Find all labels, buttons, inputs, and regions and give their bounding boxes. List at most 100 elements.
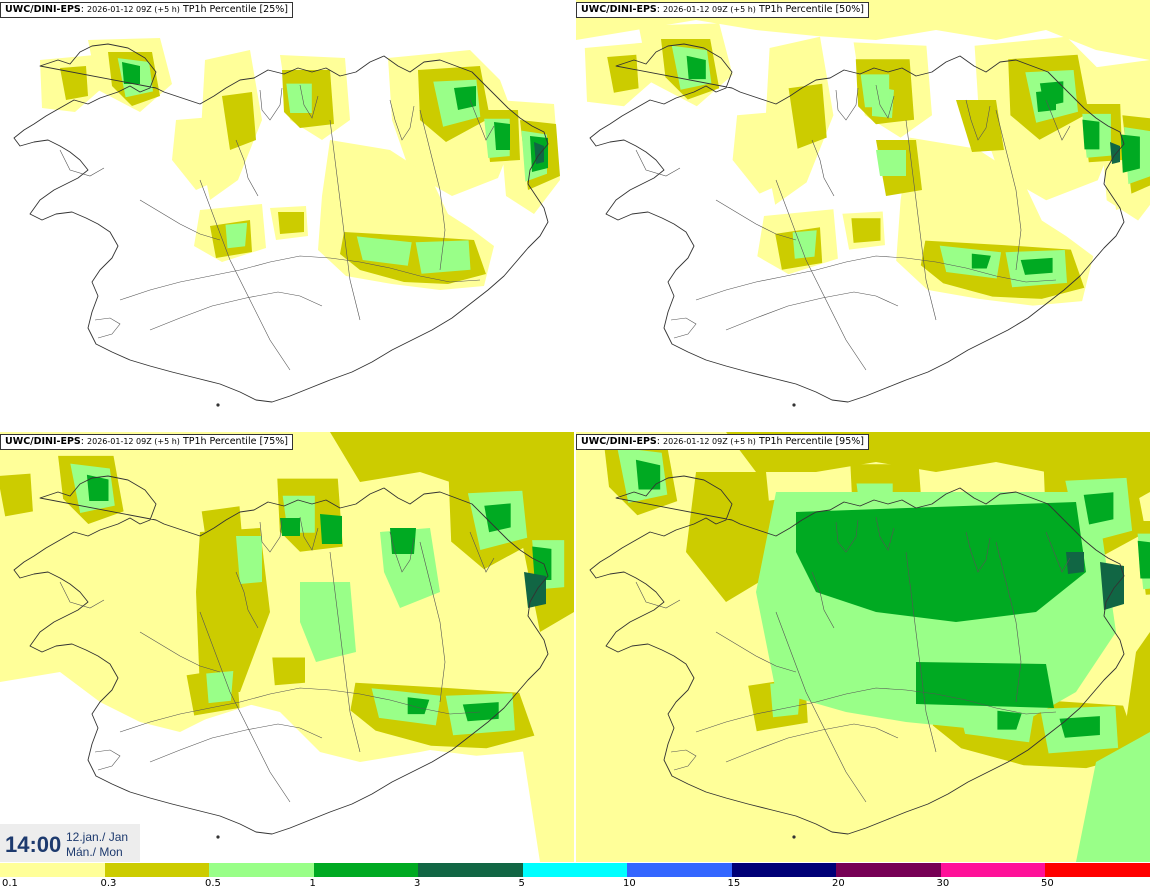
precip-area-0.3 xyxy=(278,212,304,234)
precip-area-1 xyxy=(686,55,706,80)
region-boundary-line xyxy=(235,571,259,629)
precip-area-1 xyxy=(916,662,1054,708)
precip-map-p25 xyxy=(13,38,560,407)
region-boundary-line xyxy=(119,255,481,301)
region-boundary-line xyxy=(389,99,415,141)
map-panel-p25: UWC/DINI-EPS: 2026-01-12 09Z (+5 h) TP1h… xyxy=(0,0,574,430)
valid-date: 12.jan./ Jan Mán./ Mon xyxy=(66,830,128,860)
map-panel-p50: UWC/DINI-EPS: 2026-01-12 09Z (+5 h) TP1h… xyxy=(576,0,1150,430)
run-time: 2026-01-12 09Z (+5 h) xyxy=(87,437,180,446)
iceland-coastline xyxy=(589,43,1125,403)
precip-area-1 xyxy=(390,528,416,554)
iceland-coastline xyxy=(13,475,549,835)
precip-area-0.5 xyxy=(371,688,441,726)
precip-area-3 xyxy=(1066,552,1084,574)
precip-area-0.3 xyxy=(726,432,1150,522)
island-marker xyxy=(216,403,220,407)
region-boundary-line xyxy=(905,119,937,321)
legend-swatch xyxy=(418,863,523,877)
region-boundary-line xyxy=(695,687,1057,733)
precip-area-0.3 xyxy=(201,506,245,580)
iceland-coastline xyxy=(13,43,549,403)
region-boundary-line xyxy=(905,551,937,753)
precip-map-p50 xyxy=(576,0,1150,407)
legend-swatch xyxy=(731,863,837,877)
region-boundary-line xyxy=(469,99,495,141)
precip-area-1 xyxy=(1083,492,1114,525)
precip-area-1 xyxy=(1082,119,1100,150)
valid-time-box: 14:00 12.jan./ Jan Mán./ Mon xyxy=(0,824,140,862)
precip-area-1 xyxy=(1137,540,1150,579)
precip-map-p75 xyxy=(0,432,574,862)
precip-area-0.5 xyxy=(300,582,356,662)
precip-area-0.3 xyxy=(272,657,305,686)
region-boundary-line xyxy=(835,87,859,121)
precip-area-0.3 xyxy=(60,66,88,100)
legend-tick-label: 15 xyxy=(727,878,741,889)
precip-area-0.5 xyxy=(206,671,234,704)
precip-area-3 xyxy=(1100,562,1124,610)
precip-area-0.1 xyxy=(576,442,592,507)
precip-area-1 xyxy=(407,697,430,715)
precip-area-0.1 xyxy=(138,536,210,630)
field-label: TP1h Percentile [75%] xyxy=(182,436,288,447)
region-boundary-line xyxy=(149,723,323,763)
region-boundary-line xyxy=(995,541,1022,703)
region-boundary-line xyxy=(419,541,446,703)
legend-tick-label: 0.1 xyxy=(2,878,18,889)
precip-area-0.1 xyxy=(172,116,228,190)
precip-area-0.5 xyxy=(286,83,312,113)
precip-area-1 xyxy=(1020,257,1053,275)
region-boundary-line xyxy=(715,199,797,241)
precip-area-1 xyxy=(494,122,510,150)
legend-tick-label: 5 xyxy=(518,878,525,889)
precip-area-0.3 xyxy=(851,218,881,243)
valid-date-line2: Mán./ Mon xyxy=(66,845,123,859)
iceland-coastline xyxy=(589,475,1125,835)
valid-date-line1: 12.jan./ Jan xyxy=(66,830,129,844)
region-boundary-line xyxy=(329,551,361,753)
region-boundary-line xyxy=(635,581,681,609)
region-boundary-line xyxy=(670,317,697,339)
region-boundary-line xyxy=(1045,531,1071,573)
precip-area-0.3 xyxy=(0,473,33,517)
model-name: UWC/DINI-EPS xyxy=(581,436,657,447)
legend-tick-label: 50 xyxy=(1041,878,1054,889)
region-boundary-line xyxy=(875,84,895,119)
precip-area-1 xyxy=(971,253,991,269)
valid-time: 14:00 xyxy=(5,832,62,857)
region-boundary-line xyxy=(811,571,835,629)
precip-area-3 xyxy=(524,572,546,608)
legend-swatch xyxy=(627,863,732,877)
region-boundary-line xyxy=(259,519,283,553)
precip-area-0.5 xyxy=(1076,732,1150,862)
region-boundary-line xyxy=(965,531,991,573)
region-boundary-line xyxy=(94,749,121,771)
legend-tick-label: 30 xyxy=(936,878,950,889)
region-boundary-line xyxy=(299,84,319,119)
region-boundary-line xyxy=(835,519,859,553)
legend-tick-label: 0.5 xyxy=(205,878,221,889)
field-label: TP1h Percentile [95%] xyxy=(758,436,864,447)
precip-area-0.5 xyxy=(236,536,262,584)
region-boundary-line xyxy=(1045,99,1071,141)
region-boundary-line xyxy=(94,317,121,339)
panel-title: UWC/DINI-EPS: 2026-01-12 09Z (+5 h) TP1h… xyxy=(0,2,293,18)
precip-area-0.3 xyxy=(956,100,1004,152)
island-marker xyxy=(792,403,796,407)
precip-area-1 xyxy=(796,502,1086,622)
legend-tick-label: 0.3 xyxy=(100,878,117,889)
region-boundary-line xyxy=(59,581,105,609)
region-boundary-line xyxy=(775,611,867,803)
legend-swatch xyxy=(209,863,314,877)
legend-swatch xyxy=(940,863,1046,877)
region-boundary-line xyxy=(670,749,697,771)
region-boundary-line xyxy=(469,531,495,573)
region-boundary-line xyxy=(119,687,481,733)
legend-swatch xyxy=(1045,863,1150,877)
region-boundary-line xyxy=(149,291,323,331)
precip-area-1 xyxy=(1120,134,1140,173)
region-boundary-line xyxy=(299,516,319,551)
precip-area-0.5 xyxy=(956,700,1035,743)
legend-swatch xyxy=(522,863,628,877)
